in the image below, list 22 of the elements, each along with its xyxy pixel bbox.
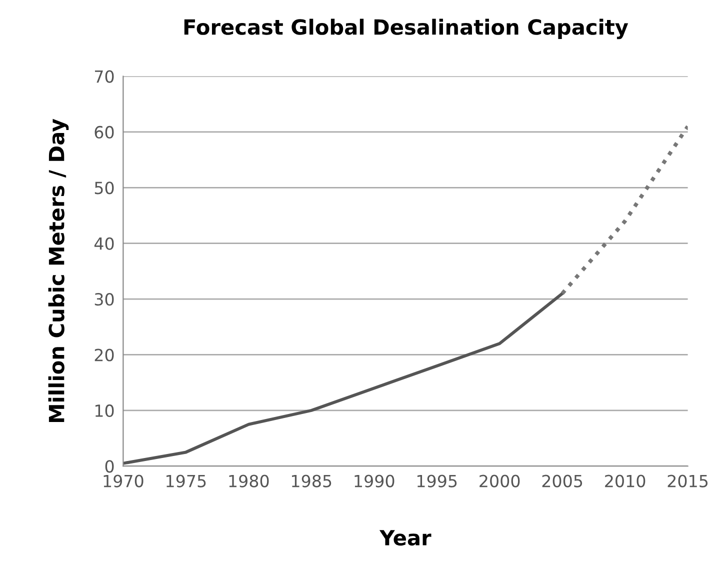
chart-title: Forecast Global Desalination Capacity bbox=[184, 18, 628, 40]
y-tick-label: 70 bbox=[95, 70, 114, 83]
y-tick-label: 60 bbox=[94, 126, 114, 139]
y-tick-label: 20 bbox=[94, 348, 114, 362]
y-tick-label: 50 bbox=[94, 182, 114, 194]
x-tick-label: 2000 bbox=[480, 474, 520, 488]
x-tick-label: 1985 bbox=[292, 474, 332, 488]
x-axis-title: Year bbox=[379, 530, 432, 546]
x-tick-label: 1970 bbox=[104, 474, 144, 488]
y-tick-label: 10 bbox=[95, 404, 114, 417]
x-tick-label: 2010 bbox=[605, 474, 646, 488]
x-tick-label: 1995 bbox=[417, 474, 457, 488]
y-tick-label: 0 bbox=[105, 460, 114, 473]
line-series bbox=[123, 292, 564, 465]
x-tick-label: 2015 bbox=[668, 474, 708, 488]
x-tick-label: 2005 bbox=[542, 474, 582, 488]
x-tick-label: 1980 bbox=[229, 474, 269, 488]
x-tick-label: 1975 bbox=[166, 474, 206, 488]
x-tick-label: 1990 bbox=[354, 474, 394, 488]
y-tick-label: 40 bbox=[94, 237, 114, 250]
y-axis-title: Million Cubic Meters / Day bbox=[48, 118, 69, 422]
y-tick-label: 30 bbox=[94, 293, 114, 306]
